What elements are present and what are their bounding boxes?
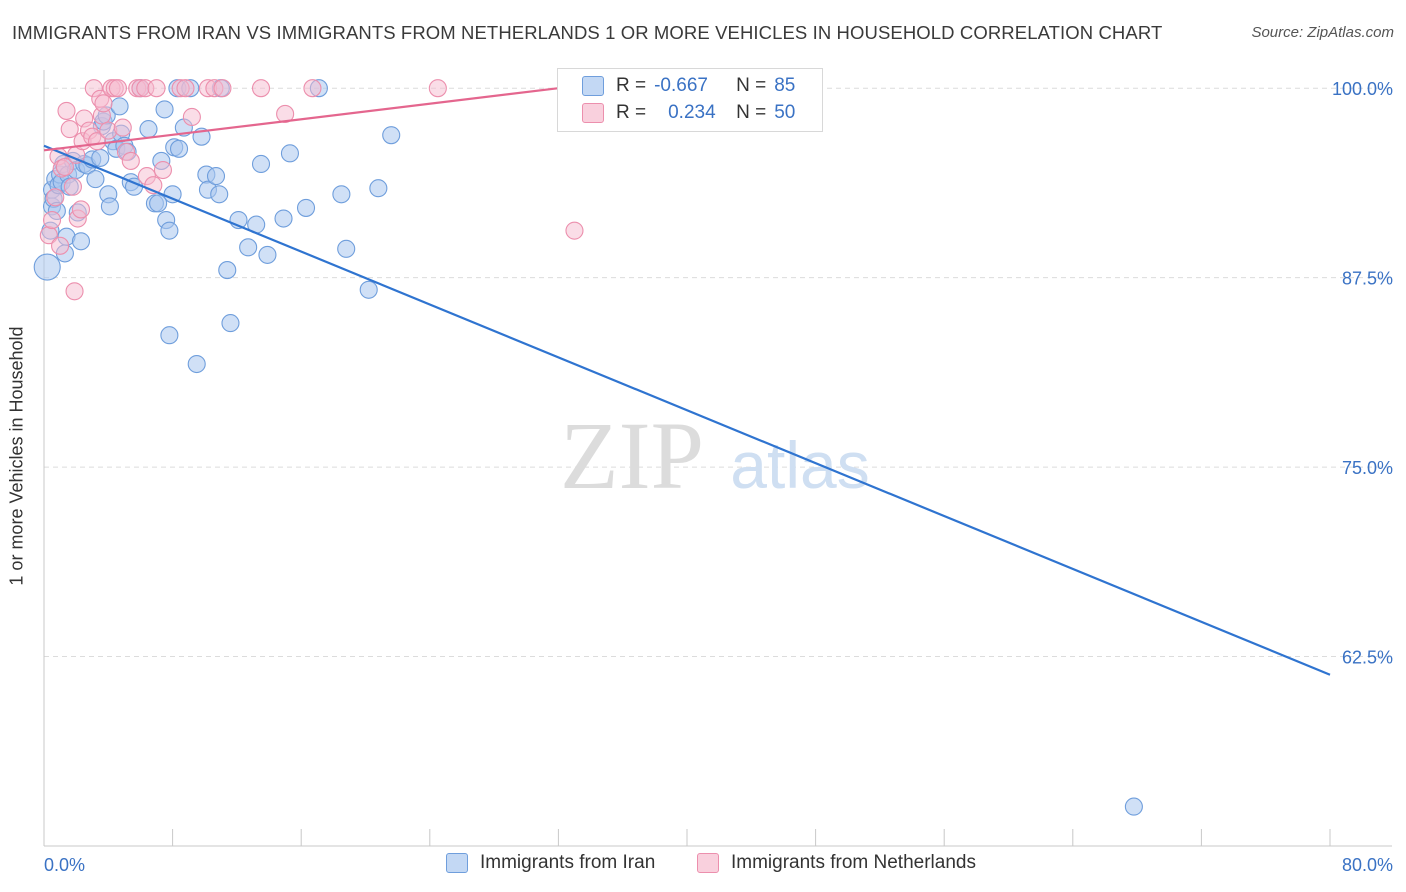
trend-lines bbox=[43, 87, 1331, 676]
iran-point bbox=[332, 185, 351, 204]
legend-r-value-iran: -0.667 bbox=[654, 75, 708, 96]
iran-point bbox=[251, 154, 271, 174]
iran-point bbox=[149, 194, 168, 213]
netherlands-point bbox=[71, 200, 91, 219]
netherlands-point bbox=[147, 79, 166, 98]
watermark-atlas: atlas bbox=[730, 428, 869, 502]
series-swatch-iran bbox=[446, 853, 468, 873]
netherlands-point bbox=[176, 79, 195, 98]
netherlands-point bbox=[51, 236, 70, 255]
iran-point bbox=[86, 170, 105, 189]
netherlands-point bbox=[63, 177, 82, 196]
netherlands-point bbox=[153, 160, 173, 180]
netherlands-point bbox=[113, 118, 132, 137]
series-label-netherlands: Immigrants from Netherlands bbox=[731, 852, 976, 873]
netherlands-point bbox=[57, 101, 76, 120]
netherlands-point bbox=[65, 282, 84, 301]
watermark-zip: ZIP bbox=[560, 402, 704, 509]
netherlands-trend-line bbox=[43, 87, 559, 152]
correlation-legend: R = -0.667 N = 85 R = 0.234 N = 50 bbox=[557, 68, 823, 132]
netherlands-point bbox=[428, 79, 447, 98]
y-tick-label: 75.0% bbox=[1342, 458, 1393, 478]
netherlands-point bbox=[121, 151, 140, 170]
iran-point bbox=[274, 209, 293, 228]
x-tick-label: 0.0% bbox=[44, 855, 85, 875]
legend-r-label: R = bbox=[616, 102, 647, 123]
legend-n-value-iran: 85 bbox=[774, 75, 796, 96]
iran-point bbox=[100, 197, 119, 216]
series-swatch-netherlands bbox=[697, 853, 719, 873]
netherlands-point bbox=[213, 79, 232, 98]
watermark: ZIP atlas bbox=[560, 402, 870, 509]
iran-point bbox=[369, 179, 388, 198]
x-tick-label: 80.0% bbox=[1342, 855, 1393, 875]
source-label: Source: ZipAtlas.com bbox=[1251, 24, 1394, 41]
y-tick-label: 100.0% bbox=[1332, 79, 1393, 99]
legend-swatch-iran bbox=[582, 76, 604, 96]
legend-n-label: N = bbox=[736, 75, 767, 96]
iran-point bbox=[110, 97, 129, 116]
iran-point bbox=[206, 167, 226, 186]
iran-point bbox=[218, 261, 237, 280]
grid-lines bbox=[44, 87, 1392, 658]
chart-title: IMMIGRANTS FROM IRAN VS IMMIGRANTS FROM … bbox=[12, 22, 1163, 43]
legend-row-iran: R = -0.667 N = 85 bbox=[582, 73, 795, 99]
series-legend-netherlands[interactable]: Immigrants from Netherlands bbox=[697, 852, 976, 874]
legend-r-value-netherlands: 0.234 bbox=[668, 102, 716, 123]
iran-point bbox=[280, 144, 299, 163]
iran-point bbox=[210, 185, 229, 204]
iran-point bbox=[221, 314, 240, 333]
legend-n-label: N = bbox=[736, 102, 767, 123]
iran-point bbox=[258, 245, 277, 264]
netherlands-point bbox=[303, 79, 322, 98]
iran-point bbox=[155, 100, 174, 119]
netherlands-point bbox=[251, 79, 271, 98]
iran-point bbox=[382, 126, 401, 145]
iran-point bbox=[296, 198, 316, 217]
netherlands-point bbox=[46, 188, 65, 207]
netherlands-point bbox=[60, 120, 79, 139]
netherlands-point bbox=[42, 210, 62, 230]
series-label-iran: Immigrants from Iran bbox=[480, 852, 656, 873]
netherlands-point bbox=[108, 79, 127, 98]
iran-point bbox=[139, 120, 158, 139]
iran-point bbox=[187, 354, 206, 374]
iran-point bbox=[1124, 797, 1143, 816]
axes bbox=[43, 70, 1392, 847]
iran-point bbox=[337, 239, 356, 258]
iran-point bbox=[160, 326, 179, 345]
iran-trend-line bbox=[43, 144, 1331, 676]
iran-point bbox=[71, 232, 91, 251]
series-legend-iran[interactable]: Immigrants from Iran bbox=[446, 852, 655, 874]
netherlands-point bbox=[565, 221, 584, 240]
legend-row-netherlands: R = 0.234 N = 50 bbox=[582, 100, 795, 126]
netherlands-point bbox=[55, 157, 74, 177]
netherlands-point bbox=[182, 107, 201, 127]
series-legend: Immigrants from Iran Immigrants from Net… bbox=[0, 852, 1406, 878]
tick-labels: 62.5% 75.0% 87.5% 100.0% 0.0% 80.0% bbox=[44, 79, 1393, 875]
netherlands-point bbox=[276, 104, 295, 124]
legend-r-label: R = bbox=[616, 75, 647, 96]
y-axis-label: 1 or more Vehicles in Household bbox=[6, 326, 27, 586]
iran-point bbox=[169, 139, 189, 158]
iran-point bbox=[91, 148, 110, 167]
netherlands-point bbox=[94, 94, 113, 113]
legend-swatch-netherlands bbox=[582, 103, 604, 123]
iran-point bbox=[239, 238, 258, 257]
iran-point bbox=[359, 280, 378, 299]
y-tick-label: 87.5% bbox=[1342, 269, 1393, 289]
iran-point bbox=[33, 253, 61, 281]
y-tick-label: 62.5% bbox=[1342, 648, 1393, 668]
iran-point bbox=[160, 221, 179, 240]
legend-n-value-netherlands: 50 bbox=[774, 102, 796, 123]
